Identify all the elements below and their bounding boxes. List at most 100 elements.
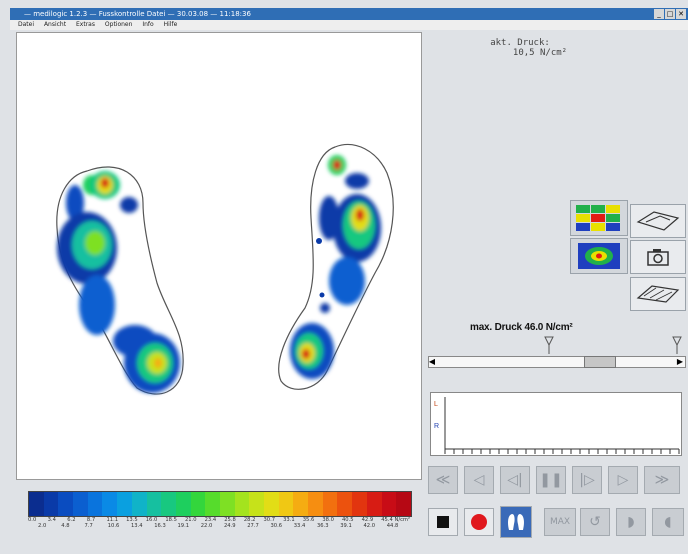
scale-tick-label: 6.2 [67, 517, 76, 523]
color-map-icon [578, 243, 620, 269]
window-title-bar: — medilogic 1.2.3 — Fusskontrolle Datei … [10, 8, 688, 20]
menu-item-ansicht[interactable]: Ansicht [43, 21, 67, 28]
timeline-slider-thumb[interactable] [584, 356, 616, 368]
color-scale-swatch [43, 492, 59, 516]
rewind-to-start-button[interactable]: ≪ [428, 466, 458, 494]
color-scale-swatch [308, 492, 323, 516]
color-scale-swatch [29, 492, 44, 516]
slider-right-arrow-icon[interactable]: ▶ [676, 357, 684, 366]
fast-forward-icon: ≫ [654, 472, 670, 488]
scale-bottom-ticks: 2.0 4.8 7.7 10.6 13.4 16.3 19.1 22.0 24.9 27.7 30.… [28, 523, 410, 529]
scale-tick-label: 7.7 [84, 523, 93, 529]
scale-tick-label: 25.8 [224, 517, 236, 523]
scale-tick-label: 28.2 [243, 517, 256, 523]
scale-tick-label: 19.1 [177, 523, 190, 529]
scale-top-ticks: 0.0 3.4 6.2 8.7 11.1 13.5 16.0 18.5 21.0 23.4 25.8… [28, 517, 410, 523]
scale-tick-label: 13.4 [131, 523, 143, 529]
record-button[interactable] [464, 508, 494, 536]
scale-tick-label: 10.6 [107, 523, 120, 529]
play-button[interactable]: ▷ [608, 466, 638, 494]
color-scale-bar [28, 491, 412, 517]
color-scale-swatch [131, 492, 147, 516]
menu-item-optionen[interactable]: Optionen [104, 21, 133, 28]
left-foot-icon: ◗ [627, 514, 635, 530]
slider-left-arrow-icon[interactable]: ◀ [428, 357, 436, 366]
scale-tick-label: 33.1 [283, 517, 295, 523]
step-back-frame-icon: ◁| [507, 472, 523, 488]
scale-tick-label: 2.0 [38, 523, 47, 529]
color-scale-swatch [234, 492, 250, 516]
color-scale-swatch [87, 492, 103, 516]
left-foot-button[interactable]: ◗ [616, 508, 646, 536]
right-foot-button[interactable]: ◖ [652, 508, 684, 536]
scale-tick-label: 42.9 [361, 517, 374, 523]
scale-tick-label: 23.4 [204, 517, 217, 523]
scale-tick-label: 11.1 [106, 517, 119, 523]
scale-tick-label: 16.3 [154, 523, 166, 529]
color-scale-swatch [293, 492, 309, 516]
menu-item-hilfe[interactable]: Hilfe [163, 21, 178, 28]
scale-tick-label: 33.4 [293, 523, 306, 529]
timeline-slider[interactable] [428, 356, 686, 368]
right-foot-icon: ◖ [664, 514, 672, 530]
scale-tick-label: 39.1 [340, 523, 352, 529]
menu-item-info[interactable]: Info [142, 21, 154, 28]
menu-item-datei[interactable]: Datei [18, 21, 35, 28]
range-start-marker[interactable] [544, 336, 554, 358]
step-forward-frame-icon: |▷ [579, 472, 595, 488]
right-foot-outline [278, 143, 394, 390]
fast-forward-button[interactable]: ≫ [644, 466, 680, 494]
max-button[interactable]: MAX [544, 508, 576, 536]
color-scale-swatch [264, 492, 279, 516]
minimize-button[interactable]: _ [654, 9, 664, 19]
current-pressure-label: akt. Druck: [490, 38, 550, 48]
record-icon [471, 514, 487, 530]
view-color-map-button[interactable] [570, 238, 628, 274]
range-end-marker[interactable] [672, 336, 682, 358]
scale-tick-label: 3.4 [47, 517, 56, 523]
graph-left-label: L [434, 401, 438, 408]
play-icon: ▷ [617, 472, 629, 488]
close-button[interactable]: ✕ [676, 9, 686, 19]
scale-tick-label: 27.7 [247, 523, 259, 529]
color-scale-swatch [249, 492, 264, 516]
feet-icon [508, 514, 524, 530]
color-scale-swatch [175, 492, 191, 516]
color-scale-swatch [322, 492, 338, 516]
feet-view-button[interactable] [500, 506, 532, 538]
foot-pressure-map [56, 143, 394, 395]
color-scale-swatch [73, 492, 88, 516]
scale-tick-label: 4.8 [61, 523, 70, 529]
max-pressure-label: max. Druck 46.0 N/cm² [470, 322, 573, 333]
step-back-button[interactable]: ◁ [464, 466, 494, 494]
view-sensor-grid-button[interactable] [570, 200, 628, 236]
camera-icon [647, 249, 669, 266]
reset-icon: ↺ [589, 514, 601, 530]
view-3d-wireframe-button[interactable] [630, 204, 686, 238]
step-forward-frame-button[interactable]: |▷ [572, 466, 602, 494]
menu-item-extras[interactable]: Extras [76, 21, 95, 28]
scale-tick-label: 8.7 [86, 517, 96, 523]
scale-tick-label: 21.0 [185, 517, 197, 523]
sensor-grid-icon [576, 205, 620, 231]
window-title: — medilogic 1.2.3 — Fusskontrolle Datei … [24, 10, 251, 18]
scale-tick-label: 16.0 [145, 517, 158, 523]
scale-tick-label: 38.0 [322, 517, 334, 523]
max-button-label: MAX [549, 516, 571, 527]
foot-scan-panel[interactable] [16, 32, 422, 480]
stop-button[interactable] [428, 508, 458, 536]
step-back-frame-button[interactable]: ◁| [500, 466, 530, 494]
view-camera-button[interactable] [630, 240, 686, 274]
pause-button[interactable]: ❚❚ [536, 466, 566, 494]
color-scale-swatch [219, 492, 235, 516]
scale-tick-label: 35.6 [302, 517, 315, 523]
view-3d-surface-button[interactable] [630, 277, 686, 311]
scale-tick-label: 42.0 [363, 523, 376, 529]
reset-view-button[interactable]: ↺ [580, 508, 610, 536]
pressure-time-graph: L R [430, 392, 682, 456]
menu-bar: Datei Ansicht Extras Optionen Info Hilfe [10, 20, 688, 30]
3d-wireframe-icon [636, 211, 680, 231]
scale-tick-label: 0.0 [28, 517, 37, 523]
maximize-button[interactable]: □ [665, 9, 675, 19]
pause-icon: ❚❚ [539, 472, 563, 488]
